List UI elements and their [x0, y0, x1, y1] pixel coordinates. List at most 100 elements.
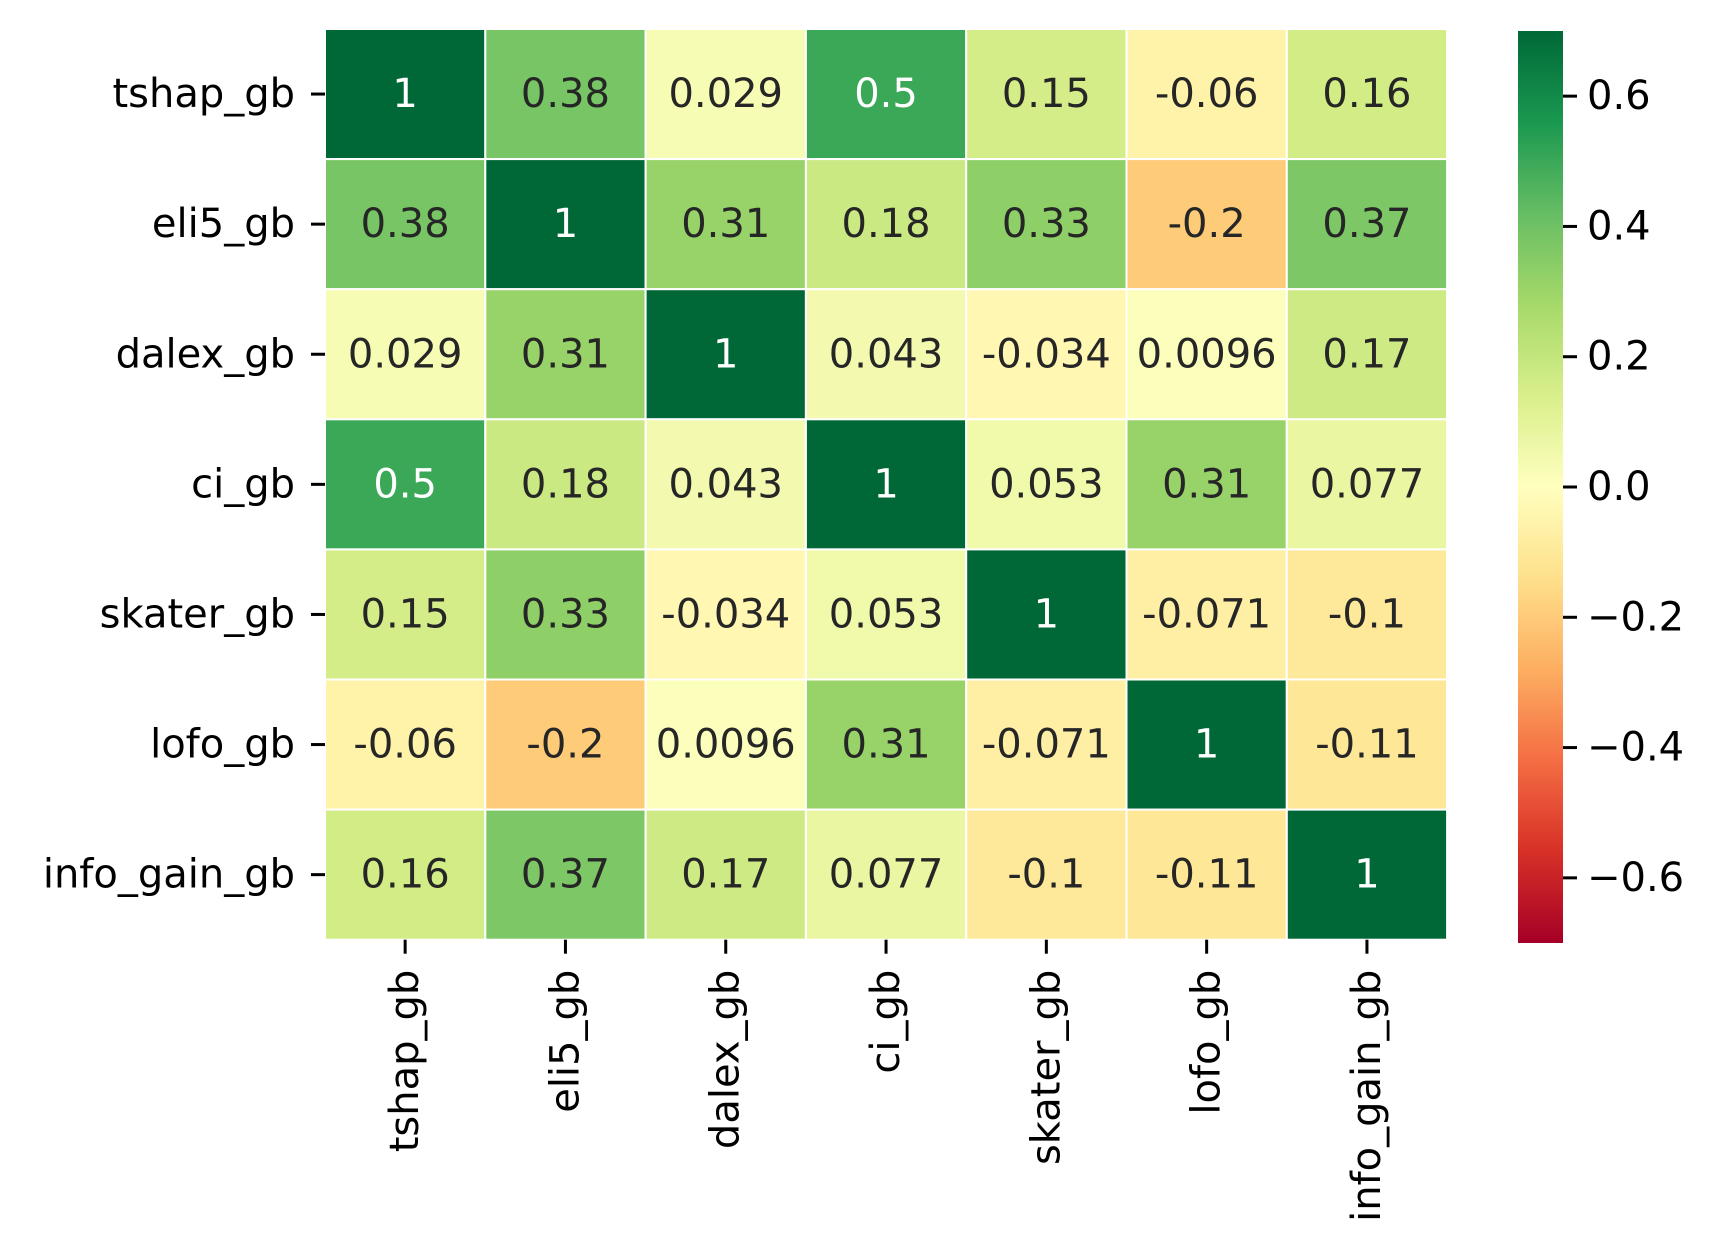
heatmap-cell-4-0 — [324, 548, 487, 681]
heatmap-cell-0-5 — [1125, 28, 1288, 161]
cell-value-label-6-4: -0.1 — [1007, 852, 1085, 898]
colorbar-tick-label: 0.6 — [1587, 73, 1651, 119]
heatmap-cell-3-1 — [484, 418, 647, 551]
heatmap-cell-6-3 — [804, 808, 968, 941]
cell-value-label-0-2: 0.029 — [668, 71, 783, 117]
heatmap-cell-2-2 — [644, 288, 807, 421]
cell-value-label-4-3: 0.053 — [829, 591, 944, 637]
heatmap-cell-5-6 — [1285, 678, 1449, 811]
heatmap-cell-3-0 — [324, 418, 487, 551]
colorbar-tick-label: 0.4 — [1587, 203, 1651, 249]
heatmap-cell-1-4 — [965, 158, 1128, 291]
cell-value-label-3-1: 0.18 — [521, 461, 610, 507]
y-axis: tshap_gb eli5_gb dalex_gb ci_gb skater_gblof… — [43, 71, 325, 898]
x-tick-label-tshap_gb: tshap_gb — [382, 970, 428, 1153]
cell-value-label-1-6: 0.37 — [1322, 201, 1411, 247]
heatmap-cell-6-6 — [1285, 808, 1449, 941]
cell-value-label-1-3: 0.18 — [842, 201, 931, 247]
heatmap-cell-6-0 — [324, 808, 487, 941]
cell-value-label-2-4: -0.034 — [982, 331, 1111, 377]
cell-value-label-1-5: -0.2 — [1168, 201, 1246, 247]
cell-value-label-4-6: -0.1 — [1328, 591, 1406, 637]
cell-value-label-4-0: 0.15 — [361, 591, 450, 637]
heatmap-cell-4-6 — [1285, 548, 1449, 681]
cell-value-label-3-2: 0.043 — [668, 461, 783, 507]
heatmap-cell-5-4 — [965, 678, 1128, 811]
heatmap-cell-0-0 — [324, 28, 487, 161]
y-tick-label-skater_gb: skater_gb — [100, 591, 295, 637]
cell-value-label-1-4: 0.33 — [1002, 201, 1091, 247]
colorbar-gradient — [1518, 31, 1563, 943]
cell-value-label-0-6: 0.16 — [1322, 71, 1411, 117]
heatmap-cells — [324, 28, 1449, 941]
heatmap-cell-5-0 — [324, 678, 487, 811]
x-tick-label-ci_gb: ci_gb — [863, 970, 909, 1074]
heatmap-cell-2-6 — [1285, 288, 1449, 421]
cell-annotations: 1 0.38 0.029 0.5 0.15 -0.06 0.16 0.38 1 0.31 0.18 0… — [348, 71, 1424, 898]
y-tick-label-ci_gb: ci_gb — [191, 461, 295, 507]
cell-value-label-0-4: 0.15 — [1002, 71, 1091, 117]
heatmap-cell-3-3 — [804, 418, 968, 551]
colorbar-tick-label: −0.2 — [1587, 594, 1684, 640]
heatmap-cell-6-5 — [1125, 808, 1288, 941]
cell-value-label-2-0: 0.029 — [348, 331, 463, 377]
cell-value-label-3-3: 1 — [873, 461, 898, 507]
cell-value-label-2-2: 1 — [713, 331, 738, 377]
x-tick-label-info_gain_gb: info_gain_gb — [1344, 970, 1390, 1222]
cell-value-label-1-0: 0.38 — [361, 201, 450, 247]
cell-value-label-3-5: 0.31 — [1162, 461, 1251, 507]
cell-value-label-5-1: -0.2 — [526, 722, 604, 768]
x-axis: tshap_gb eli5_gb dalex_gb ci_gb skater_gb lof… — [382, 939, 1390, 1222]
colorbar-tick-label: −0.4 — [1587, 725, 1684, 771]
cell-value-label-5-6: -0.11 — [1315, 722, 1419, 768]
heatmap-cell-6-4 — [965, 808, 1128, 941]
cell-value-label-4-2: -0.034 — [661, 591, 790, 637]
colorbar-tick-label: 0.0 — [1587, 464, 1651, 510]
cell-value-label-0-3: 0.5 — [854, 71, 918, 117]
heatmap-cell-2-3 — [804, 288, 968, 421]
cell-value-label-5-4: -0.071 — [982, 722, 1111, 768]
cell-value-label-6-0: 0.16 — [361, 852, 450, 898]
heatmap-cell-4-2 — [644, 548, 807, 681]
cell-value-label-6-5: -0.11 — [1155, 852, 1259, 898]
cell-value-label-5-5: 1 — [1194, 722, 1219, 768]
cell-value-label-2-1: 0.31 — [521, 331, 610, 377]
heatmap-cell-5-2 — [644, 678, 807, 811]
y-tick-label-tshap_gb: tshap_gb — [112, 71, 295, 117]
heatmap-cell-3-6 — [1285, 418, 1449, 551]
heatmap-cell-6-2 — [644, 808, 807, 941]
cell-value-label-1-2: 0.31 — [681, 201, 770, 247]
cell-value-label-4-4: 1 — [1034, 591, 1059, 637]
heatmap-cell-0-2 — [644, 28, 807, 161]
x-tick-label-eli5_gb: eli5_gb — [542, 970, 588, 1113]
heatmap-cell-5-3 — [804, 678, 968, 811]
cell-value-label-0-0: 1 — [392, 71, 417, 117]
cell-value-label-0-5: -0.06 — [1155, 71, 1259, 117]
heatmap-cell-0-1 — [484, 28, 647, 161]
colorbar-tick-label: −0.6 — [1587, 855, 1684, 901]
heatmap-cell-3-5 — [1125, 418, 1288, 551]
x-tick-label-dalex_gb: dalex_gb — [703, 970, 749, 1149]
heatmap-cell-1-2 — [644, 158, 807, 291]
cell-value-label-5-2: 0.0096 — [656, 722, 796, 768]
colorbar: 0.6 0.4 0.2 0.0 −0.2 −0.4 −0.6 — [1518, 31, 1684, 943]
cell-value-label-3-0: 0.5 — [373, 461, 437, 507]
cell-value-label-1-1: 1 — [553, 201, 578, 247]
cell-value-label-0-1: 0.38 — [521, 71, 610, 117]
cell-value-label-2-5: 0.0096 — [1137, 331, 1277, 377]
cell-value-label-6-6: 1 — [1354, 852, 1379, 898]
y-tick-label-info_gain_gb: info_gain_gb — [43, 852, 295, 898]
heatmap-cell-1-6 — [1285, 158, 1449, 291]
cell-value-label-3-6: 0.077 — [1310, 461, 1425, 507]
x-tick-label-skater_gb: skater_gb — [1023, 970, 1069, 1165]
cell-value-label-2-6: 0.17 — [1322, 331, 1411, 377]
cell-value-label-2-3: 0.043 — [829, 331, 944, 377]
cell-value-label-4-1: 0.33 — [521, 591, 610, 637]
heatmap-cell-5-1 — [484, 678, 647, 811]
cell-value-label-3-4: 0.053 — [989, 461, 1104, 507]
y-tick-label-dalex_gb: dalex_gb — [116, 331, 295, 377]
cell-value-label-6-3: 0.077 — [829, 852, 944, 898]
y-tick-label-lofo_gb: lofo_gb — [150, 722, 295, 768]
y-tick-label-eli5_gb: eli5_gb — [152, 201, 295, 247]
